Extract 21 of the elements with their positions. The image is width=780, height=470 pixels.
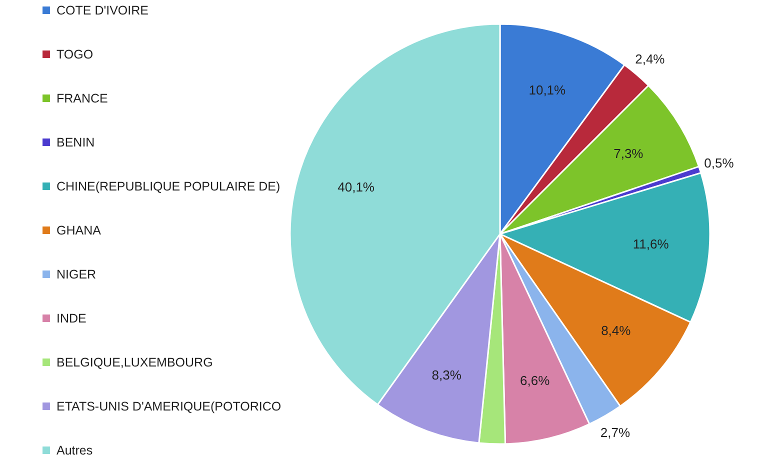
legend-label: BELGIQUE,LUXEMBOURG	[56, 355, 213, 370]
legend-label: INDE	[56, 311, 86, 326]
data-label: 8,4%	[601, 323, 632, 338]
data-label: 10,1%	[528, 82, 566, 98]
legend-label: NIGER	[56, 267, 96, 282]
data-label: 2,4%	[635, 52, 666, 67]
legend-label: GHANA	[56, 223, 102, 238]
legend-label: TOGO	[56, 47, 94, 62]
legend-label: CHINE(REPUBLIQUE POPULAIRE DE)	[56, 179, 280, 194]
data-label: 11,6%	[632, 236, 670, 252]
data-label: 2,7%	[600, 425, 630, 440]
data-label: 0,5%	[704, 156, 734, 171]
data-label: 7,3%	[614, 146, 644, 162]
data-label: 6,6%	[520, 373, 550, 388]
legend-label: COTE D'IVOIRE	[56, 3, 148, 18]
data-label: 40,1%	[338, 180, 375, 195]
legend-label: Autres	[56, 443, 93, 458]
data-label: 8,3%	[432, 367, 462, 382]
legend-label: ETATS-UNIS D'AMERIQUE(POTORICO	[56, 399, 282, 414]
legend-label: BENIN	[56, 135, 95, 150]
legend-label: FRANCE	[56, 91, 108, 106]
